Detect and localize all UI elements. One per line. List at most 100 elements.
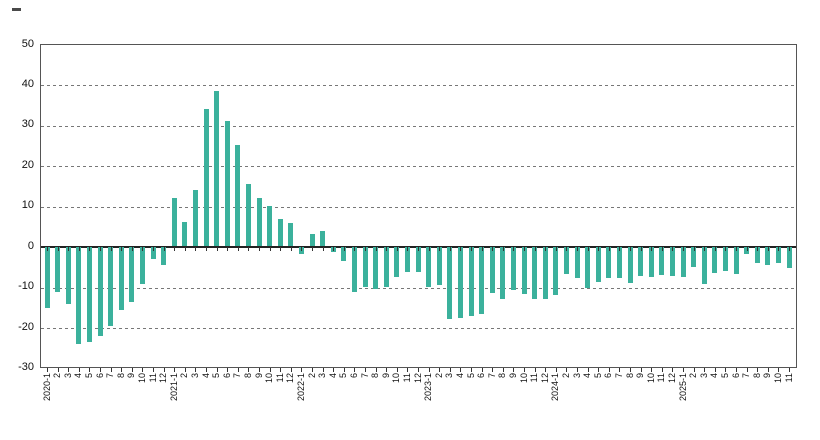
bar-5 [341,247,347,261]
x-tick-label: 12 [666,372,677,383]
bar-12 [415,247,421,273]
bottom-axis-tick [619,368,621,372]
zero-axis-tick [184,247,186,252]
bottom-axis-tick [555,368,557,372]
zero-axis-tick [407,247,409,252]
x-tick-label: 12 [412,372,423,383]
bar-11 [786,247,792,268]
bottom-axis-tick [513,368,515,372]
bottom-axis-tick [216,368,218,372]
bottom-axis-tick [57,368,59,372]
bottom-axis-tick [333,368,335,372]
zero-axis-tick [322,247,324,252]
bottom-axis-tick [396,368,398,372]
x-tick-label: 9 [126,372,137,378]
bar-11 [150,247,156,260]
zero-axis-tick [608,247,610,252]
zero-axis-tick [630,247,631,252]
x-tick-label: 4 [582,372,593,378]
bottom-axis-tick [651,368,653,372]
zero-axis-tick [57,247,59,252]
bottom-axis-tick [587,368,589,372]
y-tick-label: 50 [21,37,34,50]
x-tick-label: 9 [762,372,773,378]
bar-7 [235,145,241,247]
x-tick-label: 3 [444,372,455,378]
zero-axis-tick [365,247,366,252]
x-tick-label: 5 [83,372,94,378]
zero-axis-tick [78,247,80,252]
zero-axis-tick [195,247,197,252]
bar-2 [309,234,315,247]
bottom-axis-tick [746,368,748,372]
zero-axis-tick [333,247,335,252]
x-tick-label: 2 [688,372,699,378]
x-tick-label: 4 [454,372,465,378]
bar-11 [277,218,283,247]
bar-11 [404,247,410,272]
x-tick-label: 10 [518,372,529,383]
bottom-axis-tick [301,368,303,372]
zero-axis-tick [577,247,578,252]
zero-axis-tick [47,247,48,252]
bar-8 [500,247,506,299]
zero-axis-tick [428,247,430,252]
bottom-axis-tick [545,368,547,372]
gridline-40 [41,85,796,87]
zero-axis-tick [640,247,642,252]
bottom-axis-tick [68,368,70,372]
bar-6 [351,247,357,292]
x-tick-label: 2 [52,372,63,378]
zero-axis-tick [301,247,303,252]
bar-8 [373,247,379,289]
bottom-axis-tick [206,368,207,372]
bottom-axis-tick [110,368,112,372]
plot-area [40,44,797,368]
zero-axis-tick [312,247,313,252]
x-tick-label: 3 [571,372,582,378]
bar-7 [616,247,622,279]
bar-8 [627,247,633,283]
bar-9 [383,247,389,287]
zero-axis-tick [153,247,154,252]
zero-axis-tick [789,247,790,252]
zero-axis-tick [524,247,525,252]
zero-axis-tick [513,247,515,252]
bottom-axis-tick [290,368,292,372]
bottom-axis-tick [78,368,80,372]
x-tick-label: 7 [613,372,624,378]
bar-5 [214,90,220,247]
zero-axis-tick [418,247,419,252]
bottom-axis-tick [237,368,239,372]
bar-5 [722,247,728,272]
x-tick-label: 11 [656,372,667,382]
x-tick-label: 9 [635,372,646,378]
bar-5 [86,247,92,343]
y-tick-label: -20 [18,320,34,333]
zero-axis-tick [725,247,727,252]
bar-2023-1 [426,247,432,287]
x-tick-label: 12 [158,372,169,383]
bottom-axis-tick [418,368,419,372]
x-tick-label: 7 [105,372,116,378]
zero-axis-tick [661,247,663,252]
bar-7 [489,247,495,293]
gridline-20 [41,166,796,168]
bar-2024-1 [553,247,559,295]
bottom-axis-tick [630,368,631,372]
bottom-axis-tick [767,368,769,372]
bar-3 [447,247,453,320]
zero-axis-tick [142,247,144,252]
bottom-axis-tick [365,368,366,372]
x-tick-label: 10 [391,372,402,383]
bar-8 [245,183,251,247]
bar-2021-1 [171,197,177,247]
zero-axis-tick [736,247,737,252]
bottom-axis-tick [502,368,504,372]
bottom-axis-tick [174,368,176,372]
bottom-axis-tick [683,368,684,372]
bottom-axis-tick [534,368,536,372]
bar-3 [574,247,580,279]
bar-3 [701,247,707,284]
